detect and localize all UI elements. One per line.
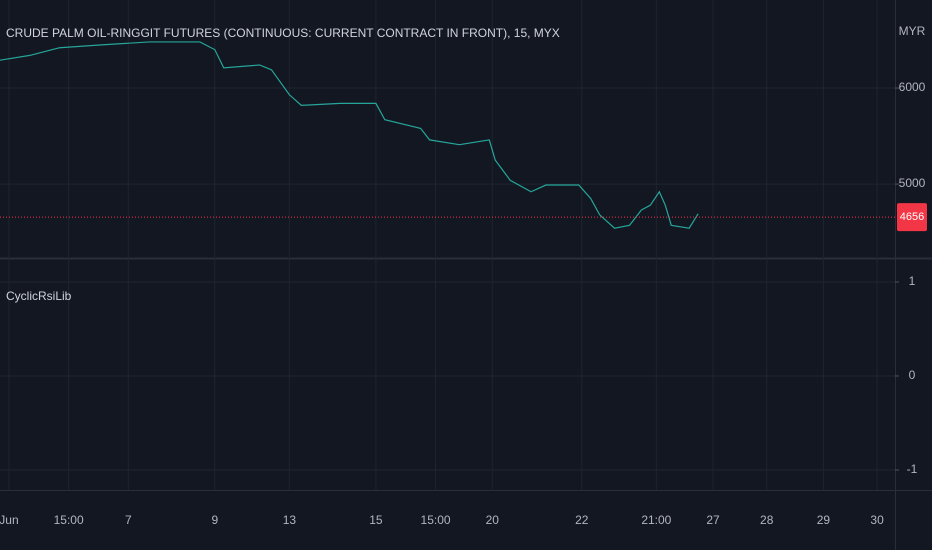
y-tick-label: 6000 xyxy=(899,80,926,94)
indicator-title: CyclicRsiLib xyxy=(6,289,72,303)
x-tick-label: 29 xyxy=(817,513,831,527)
x-tick-label: 22 xyxy=(575,513,589,527)
x-tick-label: 27 xyxy=(706,513,720,527)
price-line xyxy=(0,41,699,229)
last-price-box xyxy=(897,203,927,232)
currency-label: MYR xyxy=(899,24,926,38)
last-price-label: 4656 xyxy=(900,211,924,223)
plot-area xyxy=(0,0,895,490)
x-tick-label: 7 xyxy=(125,513,132,527)
x-tick-label: 15 xyxy=(369,513,383,527)
x-tick-label: 30 xyxy=(870,513,884,527)
y-tick-label: 0 xyxy=(909,368,916,382)
x-tick-label: 15:00 xyxy=(421,513,451,527)
x-tick-label: Jun xyxy=(0,513,19,527)
x-tick-label: 13 xyxy=(283,513,297,527)
y-tick-label: 1 xyxy=(909,274,916,288)
y-tick-label: -1 xyxy=(907,462,918,476)
x-tick-label: 15:00 xyxy=(54,513,84,527)
x-tick-label: 20 xyxy=(486,513,500,527)
y-tick-label: 5000 xyxy=(899,176,926,190)
x-tick-label: 9 xyxy=(211,513,218,527)
x-tick-label: 21:00 xyxy=(641,513,671,527)
x-tick-label: 28 xyxy=(760,513,774,527)
chart-title: CRUDE PALM OIL-RINGGIT FUTURES (CONTINUO… xyxy=(6,26,560,40)
